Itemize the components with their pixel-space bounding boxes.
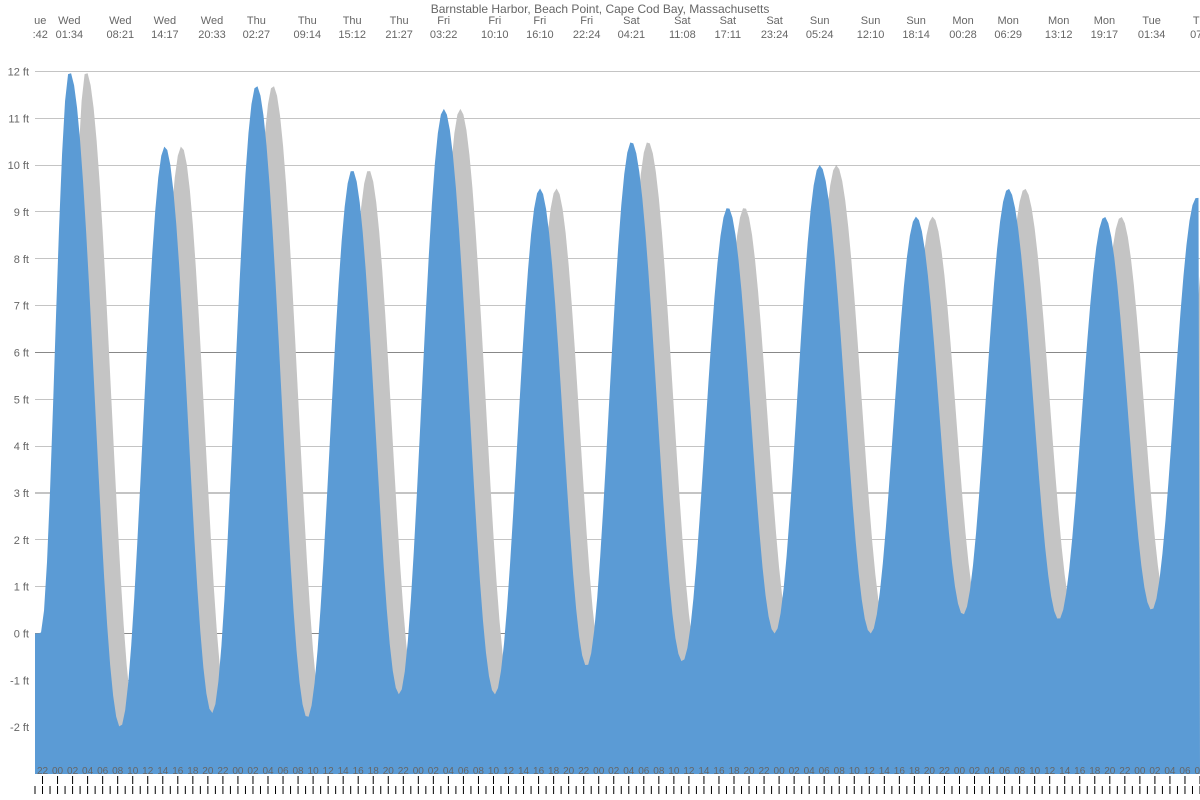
- svg-text:16: 16: [713, 766, 725, 777]
- svg-text:10: 10: [849, 766, 861, 777]
- svg-text:16: 16: [533, 766, 545, 777]
- svg-text:18: 18: [368, 766, 380, 777]
- svg-text:00: 00: [413, 766, 425, 777]
- svg-text:06: 06: [819, 766, 831, 777]
- svg-text:8 ft: 8 ft: [14, 254, 29, 266]
- svg-text:0 ft: 0 ft: [14, 628, 29, 640]
- svg-text:04: 04: [984, 766, 996, 777]
- tide-chart: Barnstable Harbor, Beach Point, Cape Cod…: [0, 0, 1200, 800]
- svg-text:18: 18: [548, 766, 560, 777]
- svg-text:14: 14: [698, 766, 710, 777]
- svg-text:00: 00: [1134, 766, 1146, 777]
- svg-text:18: 18: [1089, 766, 1101, 777]
- svg-text:14: 14: [157, 766, 169, 777]
- chart-svg: -2 ft -1 ft 0 ft 1 ft 2 ft 3 ft 4 ft 5 ft 6 ft 7 …: [0, 0, 1200, 800]
- svg-text:06: 06: [638, 766, 650, 777]
- svg-text:12: 12: [503, 766, 515, 777]
- svg-text:12: 12: [864, 766, 876, 777]
- svg-text:7 ft: 7 ft: [14, 301, 29, 313]
- svg-text:11 ft: 11 ft: [8, 113, 29, 125]
- svg-text:12: 12: [323, 766, 335, 777]
- svg-text:16: 16: [353, 766, 365, 777]
- svg-text:08: 08: [112, 766, 124, 777]
- svg-text:08: 08: [473, 766, 485, 777]
- svg-text:22: 22: [759, 766, 771, 777]
- svg-text:20: 20: [924, 766, 936, 777]
- svg-text:00: 00: [52, 766, 64, 777]
- svg-text:22: 22: [37, 766, 49, 777]
- svg-text:00: 00: [954, 766, 966, 777]
- svg-text:10: 10: [308, 766, 320, 777]
- svg-text:22: 22: [398, 766, 410, 777]
- svg-text:02: 02: [608, 766, 620, 777]
- svg-text:3 ft: 3 ft: [14, 488, 29, 500]
- svg-text:20: 20: [563, 766, 575, 777]
- svg-text:12: 12: [1044, 766, 1056, 777]
- svg-text:14: 14: [1059, 766, 1071, 777]
- svg-text:6 ft: 6 ft: [14, 347, 29, 359]
- svg-text:00: 00: [232, 766, 244, 777]
- svg-text:04: 04: [1164, 766, 1176, 777]
- svg-text:10: 10: [488, 766, 500, 777]
- svg-text:20: 20: [743, 766, 755, 777]
- svg-text:02: 02: [247, 766, 259, 777]
- svg-text:22: 22: [217, 766, 229, 777]
- chart-title: Barnstable Harbor, Beach Point, Cape Cod…: [0, 2, 1200, 16]
- svg-text:16: 16: [172, 766, 184, 777]
- svg-text:16: 16: [1074, 766, 1086, 777]
- svg-text:2 ft: 2 ft: [14, 535, 29, 547]
- svg-text:08: 08: [293, 766, 305, 777]
- svg-text:00: 00: [593, 766, 605, 777]
- svg-text:-2 ft: -2 ft: [10, 722, 29, 734]
- svg-text:08: 08: [1014, 766, 1026, 777]
- svg-text:08: 08: [1194, 766, 1200, 777]
- svg-text:-1 ft: -1 ft: [10, 675, 29, 687]
- svg-text:04: 04: [804, 766, 816, 777]
- svg-text:12 ft: 12 ft: [8, 66, 29, 78]
- svg-text:00: 00: [774, 766, 786, 777]
- svg-text:02: 02: [428, 766, 440, 777]
- svg-text:1 ft: 1 ft: [14, 582, 29, 594]
- svg-text:02: 02: [969, 766, 981, 777]
- svg-text:14: 14: [338, 766, 350, 777]
- svg-text:9 ft: 9 ft: [14, 207, 29, 219]
- svg-text:06: 06: [277, 766, 289, 777]
- svg-text:14: 14: [879, 766, 891, 777]
- svg-text:10: 10: [668, 766, 680, 777]
- svg-text:10 ft: 10 ft: [8, 160, 29, 172]
- svg-text:22: 22: [578, 766, 590, 777]
- svg-text:20: 20: [202, 766, 214, 777]
- svg-text:08: 08: [834, 766, 846, 777]
- svg-text:04: 04: [262, 766, 274, 777]
- svg-text:08: 08: [653, 766, 665, 777]
- svg-text:22: 22: [1119, 766, 1131, 777]
- svg-text:06: 06: [1179, 766, 1191, 777]
- svg-text:5 ft: 5 ft: [14, 394, 29, 406]
- svg-text:02: 02: [1149, 766, 1161, 777]
- svg-text:14: 14: [518, 766, 530, 777]
- svg-text:06: 06: [97, 766, 109, 777]
- svg-text:12: 12: [683, 766, 695, 777]
- svg-text:02: 02: [67, 766, 79, 777]
- svg-text:20: 20: [383, 766, 395, 777]
- svg-text:02: 02: [789, 766, 801, 777]
- svg-text:22: 22: [939, 766, 951, 777]
- svg-text:18: 18: [187, 766, 199, 777]
- svg-text:06: 06: [999, 766, 1011, 777]
- svg-text:18: 18: [728, 766, 740, 777]
- svg-text:4 ft: 4 ft: [14, 441, 29, 453]
- svg-text:06: 06: [458, 766, 470, 777]
- svg-text:18: 18: [909, 766, 921, 777]
- svg-text:16: 16: [894, 766, 906, 777]
- svg-text:10: 10: [1029, 766, 1041, 777]
- svg-text:10: 10: [127, 766, 139, 777]
- svg-text:20: 20: [1104, 766, 1116, 777]
- svg-text:12: 12: [142, 766, 154, 777]
- svg-text:04: 04: [623, 766, 635, 777]
- svg-text:04: 04: [82, 766, 94, 777]
- svg-text:04: 04: [443, 766, 455, 777]
